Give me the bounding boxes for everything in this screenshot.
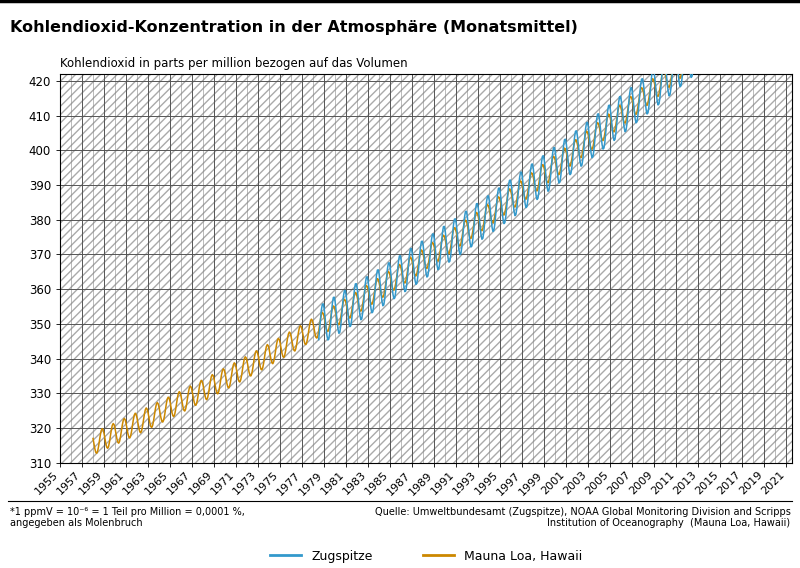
Text: Kohlendioxid-Konzentration in der Atmosphäre (Monatsmittel): Kohlendioxid-Konzentration in der Atmosp… bbox=[10, 20, 578, 35]
Text: *1 ppmV = 10⁻⁶ = 1 Teil pro Million = 0,0001 %,
angegeben als Molenbruch: *1 ppmV = 10⁻⁶ = 1 Teil pro Million = 0,… bbox=[10, 507, 245, 528]
Legend: Zugspitze, Mauna Loa, Hawaii: Zugspitze, Mauna Loa, Hawaii bbox=[265, 545, 587, 567]
Text: Quelle: Umweltbundesamt (Zugspitze), NOAA Global Monitoring Division and Scripps: Quelle: Umweltbundesamt (Zugspitze), NOA… bbox=[374, 507, 790, 528]
Text: Kohlendioxid in parts per million bezogen auf das Volumen: Kohlendioxid in parts per million bezoge… bbox=[60, 57, 408, 70]
